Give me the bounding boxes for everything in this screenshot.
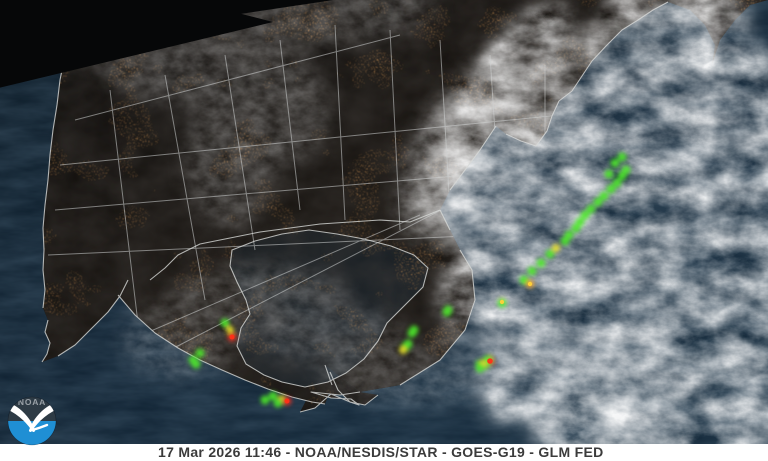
- svg-text:NOAA: NOAA: [18, 397, 46, 407]
